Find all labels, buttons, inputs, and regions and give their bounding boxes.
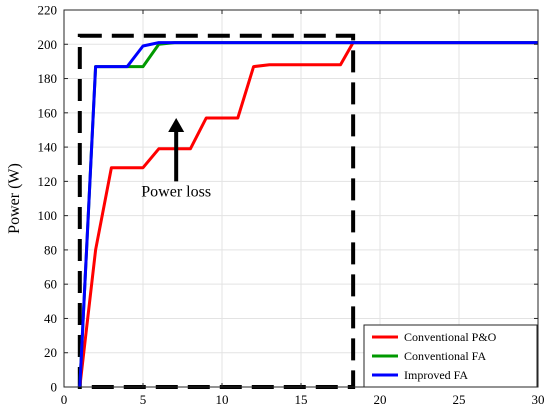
y-tick-label: 100 — [38, 208, 58, 223]
legend: Conventional P&O Conventional FA Improved … — [363, 324, 538, 388]
y-tick-label: 80 — [44, 242, 57, 257]
legend-label: Conventional FA — [404, 349, 486, 363]
power-loss-label: Power loss — [141, 184, 211, 201]
power-loss-arrow — [168, 117, 185, 182]
x-tick-label: 0 — [61, 392, 68, 407]
dashed-box-rect — [77, 33, 356, 389]
x-tick-label: 30 — [532, 392, 545, 407]
y-tick-label: 0 — [51, 380, 58, 395]
series-lines — [78, 41, 538, 388]
x-tick-label: 15 — [295, 392, 308, 407]
x-tick-label: 5 — [140, 392, 147, 407]
x-tick-label: 20 — [374, 392, 387, 407]
series-line-3 — [78, 41, 538, 388]
legend-label: Conventional P&O — [404, 330, 497, 344]
legend-label: Improved FA — [404, 368, 468, 382]
arrow-head — [168, 117, 185, 132]
y-axis-label: Power (W) — [6, 163, 23, 234]
y-tick-label: 180 — [38, 71, 58, 86]
axis-ticks: 0 5 10 15 20 25 30 0 20 40 60 80 100 120 140 160 180 200 2… — [38, 3, 545, 408]
y-tick-label: 200 — [38, 37, 58, 52]
x-tick-label: 10 — [216, 392, 229, 407]
y-tick-label: 160 — [38, 105, 58, 120]
y-tick-label: 20 — [44, 345, 57, 360]
y-tick-label: 140 — [38, 140, 58, 155]
grid-lines — [63, 9, 539, 388]
y-tick-label: 120 — [38, 174, 58, 189]
x-tick-label: 25 — [453, 392, 466, 407]
y-tick-label: 40 — [44, 311, 57, 326]
y-tick-label: 220 — [38, 3, 58, 18]
power-loss-highlight-box — [77, 33, 356, 389]
series-line-1 — [78, 41, 538, 388]
y-tick-label: 60 — [44, 277, 57, 292]
